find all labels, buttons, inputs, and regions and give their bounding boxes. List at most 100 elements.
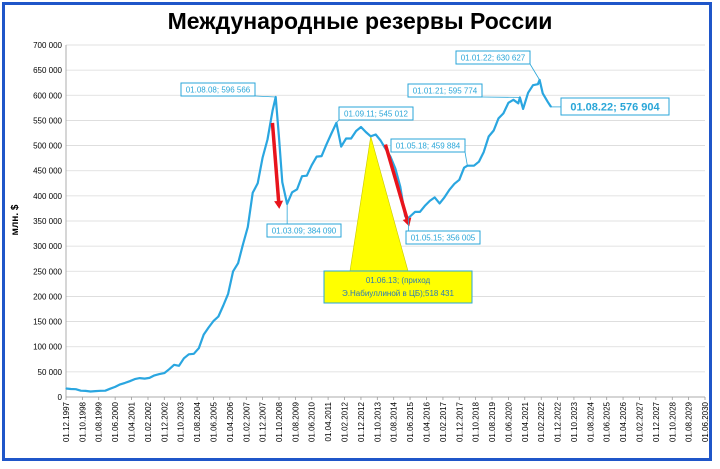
data-point — [257, 182, 259, 184]
data-point — [188, 353, 190, 355]
data-point — [488, 135, 490, 138]
y-tick-label: 500 000 — [33, 142, 62, 151]
annotation-box — [180, 82, 256, 97]
data-point — [306, 175, 308, 177]
annotation-box — [407, 83, 483, 98]
x-tick-label: 01.06.2010 — [308, 401, 317, 442]
data-point — [232, 270, 234, 272]
data-point — [350, 137, 352, 140]
data-point — [70, 388, 72, 390]
data-point — [394, 168, 396, 170]
annotation-box — [338, 106, 414, 121]
data-point — [99, 390, 101, 392]
x-tick-label: 01.12.2027 — [652, 401, 661, 442]
annotation-leader — [464, 151, 468, 166]
data-point — [124, 382, 126, 384]
data-point — [330, 132, 332, 135]
data-point — [443, 196, 445, 198]
data-point — [311, 164, 313, 166]
x-tick-label: 01.02.2022 — [537, 401, 546, 442]
annotation-text: 01.09.11; 545 012 — [344, 110, 408, 119]
annotation-label: 01.03.09; 384 090 — [266, 203, 342, 238]
x-tick-label: 01.04.2021 — [521, 401, 530, 442]
data-point — [429, 200, 431, 202]
x-tick-label: 01.02.2002 — [144, 401, 153, 442]
x-tick-label: 01.06.2030 — [701, 401, 710, 442]
data-point — [434, 196, 436, 198]
red-arrow-shaft — [270, 122, 281, 207]
x-tick-label: 01.02.2012 — [341, 401, 350, 442]
annotation-text: 01.03.09; 384 090 — [272, 227, 337, 236]
data-point — [281, 181, 283, 183]
data-point — [301, 175, 303, 177]
data-point — [222, 304, 224, 307]
data-point — [321, 155, 323, 157]
data-point — [414, 211, 416, 213]
data-point — [80, 390, 82, 392]
data-point — [370, 135, 372, 137]
x-tick-label: 01.06.2000 — [111, 401, 120, 442]
callout-box — [323, 270, 473, 304]
x-tick-label: 01.04.2016 — [422, 401, 431, 442]
x-tick-label: 01.04.2011 — [324, 401, 333, 441]
data-point — [458, 179, 460, 181]
data-point — [153, 374, 155, 376]
data-point — [345, 137, 347, 140]
data-point — [325, 144, 327, 146]
data-point — [537, 83, 539, 85]
data-point — [198, 347, 200, 349]
data-point — [203, 334, 205, 336]
annotation-text: 01.08.08; 596 566 — [186, 86, 251, 95]
data-point — [173, 364, 175, 366]
annotation-leader — [529, 63, 540, 81]
data-point — [207, 327, 210, 329]
y-tick-label: 50 000 — [38, 368, 63, 377]
data-point — [517, 102, 519, 104]
data-point — [104, 390, 106, 392]
annotation-label: 01.08.22; 576 904 — [550, 97, 670, 116]
data-point — [94, 390, 96, 392]
data-point — [512, 99, 515, 101]
annotation-label: 01.09.11; 545 012 — [336, 106, 414, 124]
data-point — [75, 388, 77, 390]
data-point — [527, 92, 529, 94]
data-point — [163, 372, 165, 374]
data-point — [316, 156, 318, 158]
data-point — [148, 377, 151, 379]
data-point — [522, 108, 524, 110]
data-point — [340, 146, 342, 148]
x-tick-label: 01.12.2017 — [455, 401, 464, 442]
annotation-text: 01.05.15; 356 005 — [411, 234, 476, 243]
y-axis-ticks: 0 50 000 100 000 150 000 200 000 250 000 300 0… — [33, 41, 62, 402]
x-tick-label: 01.08.1999 — [95, 401, 104, 442]
data-point — [158, 373, 160, 375]
data-point — [212, 320, 214, 322]
annotation-text: 01.05.18; 459 884 — [396, 142, 461, 151]
x-tick-label: 01.10.2018 — [472, 401, 481, 442]
y-tick-label: 0 — [58, 393, 63, 402]
trend-arrows — [270, 122, 412, 227]
x-tick-label: 01.08.2004 — [193, 401, 202, 442]
x-tick-label: 01.10.1998 — [78, 401, 87, 442]
x-tick-label: 01.02.2027 — [636, 401, 645, 442]
data-point — [473, 165, 475, 167]
x-tick-label: 01.06.2015 — [406, 401, 415, 442]
y-tick-label: 350 000 — [33, 217, 62, 226]
data-point — [532, 84, 534, 86]
data-point — [266, 138, 269, 141]
y-tick-label: 650 000 — [33, 66, 62, 75]
data-point — [493, 129, 495, 132]
annotation-label: 01.05.18; 459 884 — [390, 138, 468, 166]
data-point — [217, 315, 219, 318]
x-tick-label: 01.06.2025 — [603, 401, 612, 442]
callout-line-1: 01.06.13; (приход — [366, 276, 431, 285]
data-point — [271, 110, 274, 112]
y-axis-label: млн. $ — [10, 204, 21, 235]
x-tick-label: 01.02.2017 — [439, 401, 448, 442]
x-tick-label: 01.08.2024 — [586, 401, 595, 442]
x-tick-label: 01.08.2019 — [488, 401, 497, 442]
x-tick-label: 01.10.2023 — [570, 401, 579, 442]
annotation-text: 01.01.22; 630 627 — [461, 54, 526, 63]
data-point — [247, 226, 249, 228]
